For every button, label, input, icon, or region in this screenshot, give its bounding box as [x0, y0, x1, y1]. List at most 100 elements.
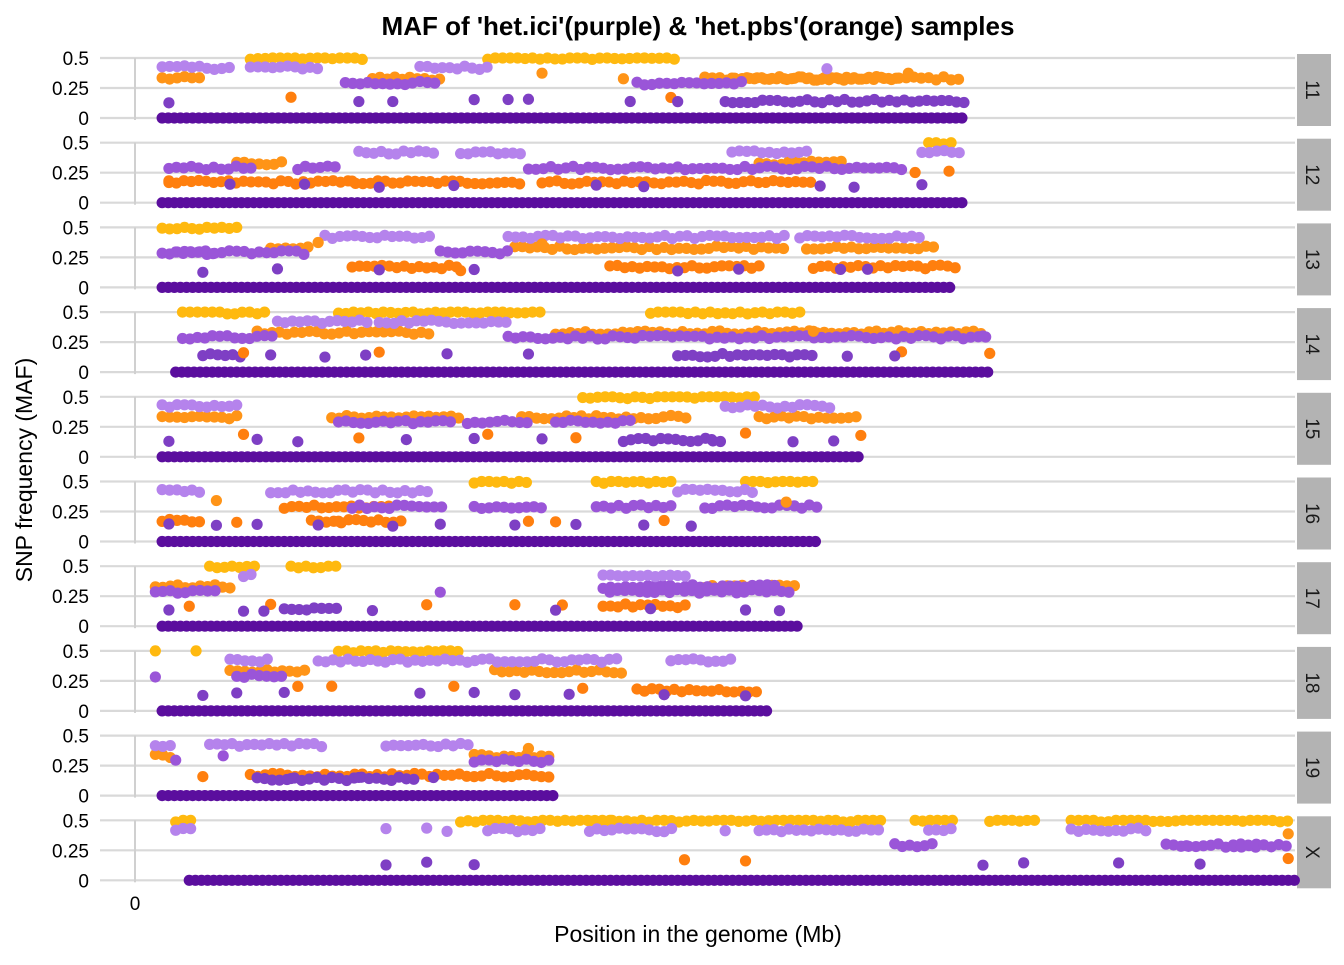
ici-point: [353, 771, 365, 784]
y-tick-label: 0.25: [52, 757, 89, 778]
pbs-point: [909, 166, 921, 179]
pbs-point: [183, 600, 195, 612]
pbs-point: [326, 680, 338, 692]
facet-strip: [1297, 223, 1331, 296]
y-tick-label: 0: [78, 787, 89, 808]
ici-point: [207, 248, 219, 260]
ici-point: [444, 416, 457, 428]
y-tick-label: 0.25: [52, 164, 89, 185]
ici-point: [427, 147, 440, 159]
pbs-point: [1282, 828, 1294, 840]
ici-point: [163, 604, 175, 616]
ici-point: [739, 690, 752, 702]
pbs-point: [265, 598, 277, 610]
data-points: [156, 221, 961, 293]
ici-point: [916, 179, 928, 191]
ici-point: [468, 432, 480, 445]
chart-title: MAF of 'het.ici'(purple) & 'het.pbs'(ora…: [382, 11, 1015, 41]
ici-point: [330, 602, 343, 615]
ici-point: [809, 535, 821, 548]
y-tick-label: 0.5: [63, 642, 89, 663]
ici-point: [672, 265, 684, 277]
ici-point: [725, 653, 737, 665]
y-tick-label: 0: [78, 871, 89, 892]
y-tick-label: 0.5: [63, 727, 89, 748]
ici-point: [1113, 857, 1125, 869]
ici-point: [278, 686, 290, 699]
pbs-point: [231, 516, 243, 528]
facet-strip-label: 15: [1301, 418, 1322, 439]
data-points: [156, 137, 968, 209]
ici-point: [387, 520, 399, 532]
pbs-point: [346, 175, 358, 187]
ici-point: [373, 264, 385, 276]
y-tick-label: 0.25: [52, 333, 89, 354]
pbs-point: [615, 667, 627, 679]
ici-point: [380, 823, 392, 835]
ici-point: [366, 604, 379, 617]
y-tick-label: 0: [78, 448, 89, 469]
pbs-point: [577, 682, 589, 694]
ici-point: [806, 349, 818, 362]
ici-point: [638, 181, 650, 193]
ici-point: [889, 350, 901, 362]
ici-point: [311, 63, 324, 75]
y-tick-label: 0.25: [52, 503, 89, 524]
pbs-point: [330, 560, 342, 572]
ici-point: [163, 435, 175, 447]
ici-point: [163, 518, 175, 530]
ici-point: [468, 94, 480, 106]
pbs-point: [680, 412, 692, 424]
facet-panel-18: 0 0.25 0.5 18: [52, 642, 1331, 723]
pbs-point: [452, 645, 464, 658]
ici-point: [434, 586, 446, 598]
y-axis-title: SNP frequency (MAF): [11, 358, 37, 583]
ici-point: [298, 248, 310, 260]
ici-point: [329, 161, 341, 173]
y-tick-label: 0.5: [63, 388, 89, 409]
pbs-point: [185, 814, 197, 826]
ici-point: [224, 178, 236, 190]
pbs-point: [190, 645, 202, 657]
ici-point: [448, 179, 460, 192]
facet-strip: [1297, 308, 1331, 381]
pbs-point: [750, 686, 762, 698]
pbs-point: [448, 680, 460, 692]
ici-point: [514, 148, 526, 160]
ici-point: [468, 859, 480, 871]
pbs-point: [536, 67, 548, 79]
pbs-point: [739, 427, 752, 439]
y-tick-label: 0.5: [63, 303, 89, 324]
y-tick-label: 0: [78, 194, 89, 215]
ici-point: [462, 739, 474, 751]
ici-point: [361, 316, 373, 329]
x-tick-label: 0: [130, 894, 141, 915]
ici-point: [644, 603, 657, 615]
pbs-point: [332, 515, 345, 527]
ici-point: [315, 741, 328, 753]
pbs-point: [570, 432, 582, 444]
facet-panel-13: 0 0.25 0.5 13: [52, 218, 1331, 299]
pbs-point: [617, 73, 630, 85]
pbs-point: [373, 346, 385, 358]
ici-point: [217, 750, 229, 762]
ici-point: [223, 61, 235, 74]
ici-point: [624, 414, 636, 427]
data-points: [149, 645, 773, 717]
ici-point: [760, 705, 773, 717]
ici-point: [895, 163, 908, 176]
ici-point: [590, 179, 602, 191]
pbs-point: [943, 165, 955, 177]
ici-point: [261, 653, 273, 665]
ici-point: [783, 586, 795, 598]
ici-point: [436, 501, 448, 513]
facet-panel-19: 0 0.25 0.5 19: [52, 727, 1331, 808]
y-tick-label: 0: [78, 702, 89, 723]
facet-panel-17: 0 0.25 0.5 17: [52, 557, 1331, 638]
ici-point: [746, 486, 758, 499]
pbs-point: [193, 72, 206, 84]
ici-point: [665, 822, 678, 835]
ici-point: [956, 112, 968, 124]
ici-point: [841, 350, 853, 362]
y-tick-label: 0.25: [52, 672, 89, 693]
